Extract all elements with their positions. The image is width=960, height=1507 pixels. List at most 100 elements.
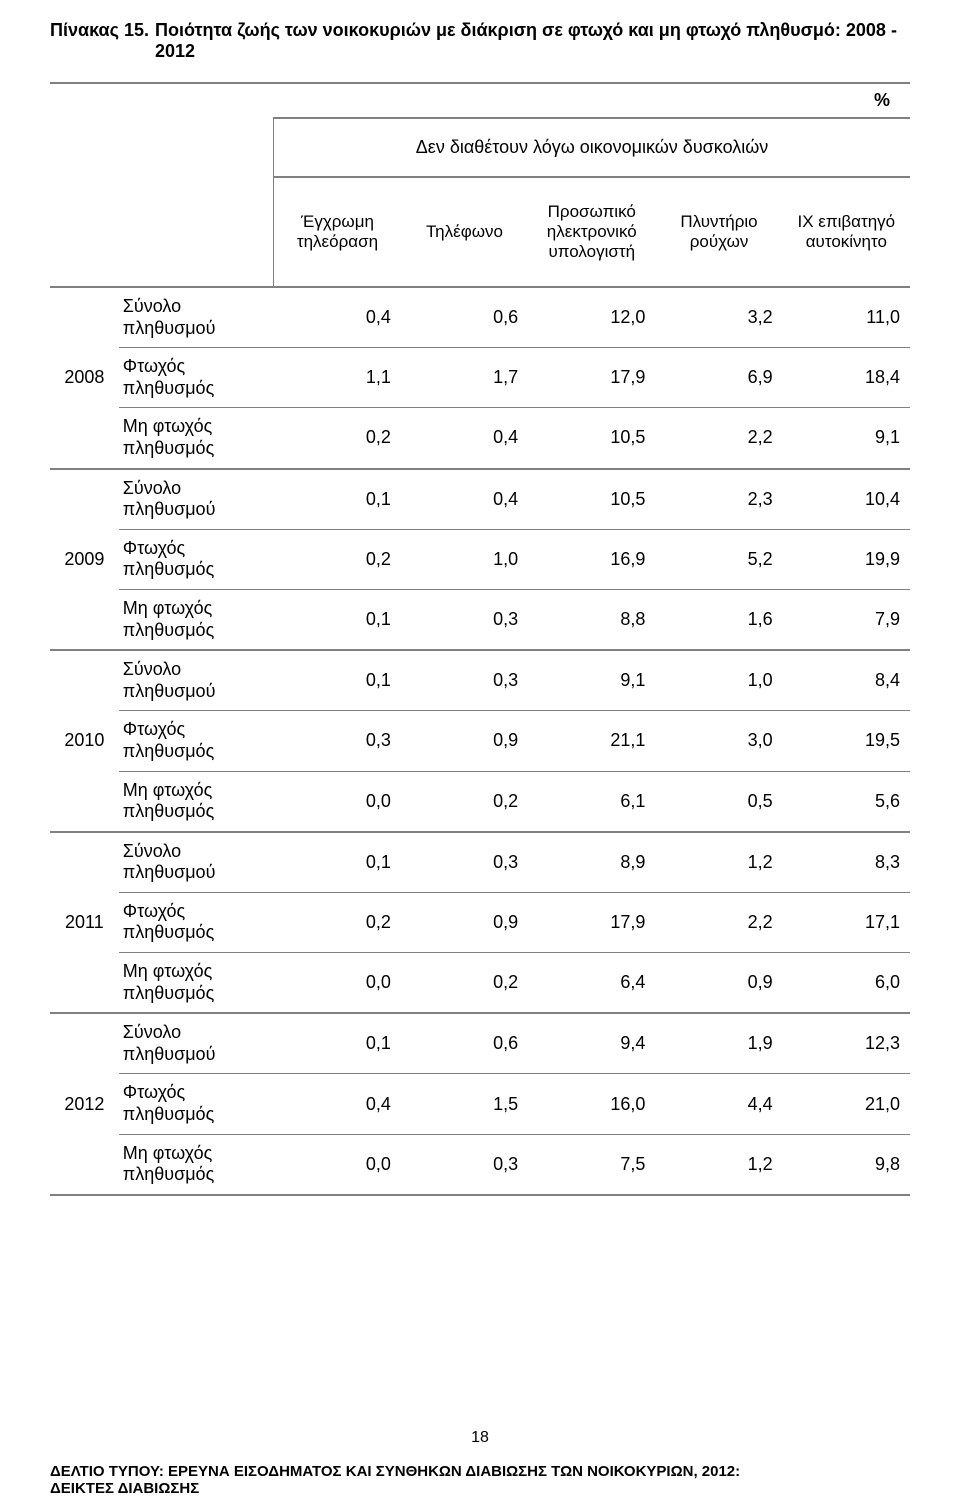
data-cell: 0,3 [401,650,528,711]
row-label: Μη φτωχός πληθυσμός [119,771,274,832]
table-row: 2011Σύνολο πληθυσμού0,10,38,91,28,3 [50,832,910,893]
data-cell: 12,0 [528,287,655,348]
data-cell: 0,3 [274,711,401,771]
row-label: Σύνολο πληθυσμού [119,469,274,530]
data-cell: 0,0 [274,953,401,1014]
data-cell: 0,2 [274,892,401,952]
row-label: Φτωχός πληθυσμός [119,348,274,408]
data-cell: 7,9 [783,589,910,650]
data-cell: 1,1 [274,348,401,408]
table-row: 2010Σύνολο πληθυσμού0,10,39,11,08,4 [50,650,910,711]
data-cell: 0,3 [401,589,528,650]
subheader-row: Δεν διαθέτουν λόγω οικονομικών δυσκολιών [50,118,910,177]
footer-line-2: ΔΕΙΚΤΕΣ ΔΙΑΒΙΩΣΗΣ [50,1480,740,1497]
data-cell: 8,9 [528,832,655,893]
data-cell: 19,5 [783,711,910,771]
column-header-row: Έγχρωμη τηλεόραση Τηλέφωνο Προσωπικό ηλε… [50,177,910,287]
data-cell: 2,2 [655,408,782,469]
page: Πίνακας 15. Ποιότητα ζωής των νοικοκυριώ… [0,0,960,1507]
table-row: Μη φτωχός πληθυσμός0,00,26,40,96,0 [50,953,910,1014]
data-cell: 7,5 [528,1134,655,1195]
data-cell: 1,0 [401,529,528,589]
data-cell: 3,2 [655,287,782,348]
row-label: Φτωχός πληθυσμός [119,711,274,771]
row-label: Μη φτωχός πληθυσμός [119,953,274,1014]
row-label: Μη φτωχός πληθυσμός [119,408,274,469]
year-cell: 2012 [50,1013,119,1195]
data-cell: 1,2 [655,1134,782,1195]
col-header-car: ΙΧ επιβατηγό αυτοκίνητο [783,177,910,287]
data-cell: 18,4 [783,348,910,408]
page-number: 18 [0,1429,960,1447]
col-header-tv: Έγχρωμη τηλεόραση [274,177,401,287]
table-row: Μη φτωχός πληθυσμός0,00,37,51,29,8 [50,1134,910,1195]
data-cell: 0,1 [274,589,401,650]
data-cell: 5,6 [783,771,910,832]
footer: ΔΕΛΤΙΟ ΤΥΠΟΥ: ΕΡΕΥΝΑ ΕΙΣΟΔΗΜΑΤΟΣ ΚΑΙ ΣΥΝ… [50,1463,740,1497]
table-row: Φτωχός πληθυσμός1,11,717,96,918,4 [50,348,910,408]
data-cell: 0,2 [274,529,401,589]
data-cell: 8,3 [783,832,910,893]
row-label: Φτωχός πληθυσμός [119,892,274,952]
title-text: Ποιότητα ζωής των νοικοκυριών με διάκρισ… [155,20,910,62]
data-cell: 6,0 [783,953,910,1014]
col-header-pc: Προσωπικό ηλεκτρονικό υπολογιστή [528,177,655,287]
title-prefix: Πίνακας 15. [50,20,155,62]
data-cell: 0,4 [401,469,528,530]
data-cell: 0,6 [401,287,528,348]
data-cell: 3,0 [655,711,782,771]
data-cell: 16,0 [528,1074,655,1134]
data-cell: 21,1 [528,711,655,771]
data-cell: 11,0 [783,287,910,348]
year-cell: 2011 [50,832,119,1014]
data-cell: 10,5 [528,408,655,469]
footer-line-1: ΔΕΛΤΙΟ ΤΥΠΟΥ: ΕΡΕΥΝΑ ΕΙΣΟΔΗΜΑΤΟΣ ΚΑΙ ΣΥΝ… [50,1463,740,1480]
data-cell: 0,1 [274,650,401,711]
data-cell: 0,9 [401,711,528,771]
subheader-text: Δεν διαθέτουν λόγω οικονομικών δυσκολιών [416,137,769,157]
data-cell: 0,3 [401,1134,528,1195]
data-cell: 0,1 [274,469,401,530]
row-label: Σύνολο πληθυσμού [119,650,274,711]
data-cell: 10,4 [783,469,910,530]
data-cell: 4,4 [655,1074,782,1134]
data-cell: 1,9 [655,1013,782,1074]
table-row: 2009Σύνολο πληθυσμού0,10,410,52,310,4 [50,469,910,530]
year-cell: 2009 [50,469,119,651]
data-cell: 0,6 [401,1013,528,1074]
table-row: Μη φτωχός πληθυσμός0,00,26,10,55,6 [50,771,910,832]
data-cell: 19,9 [783,529,910,589]
row-label: Μη φτωχός πληθυσμός [119,589,274,650]
percent-row: % [50,82,910,118]
table-row: Φτωχός πληθυσμός0,30,921,13,019,5 [50,711,910,771]
table-title: Πίνακας 15. Ποιότητα ζωής των νοικοκυριώ… [50,20,910,62]
data-cell: 9,4 [528,1013,655,1074]
col-header-washer: Πλυντήριο ρούχων [655,177,782,287]
data-cell: 0,2 [274,408,401,469]
data-cell: 8,8 [528,589,655,650]
data-cell: 12,3 [783,1013,910,1074]
table-row: 2008Σύνολο πληθυσμού0,40,612,03,211,0 [50,287,910,348]
data-cell: 0,1 [274,832,401,893]
data-cell: 9,1 [783,408,910,469]
data-cell: 6,1 [528,771,655,832]
data-cell: 0,1 [274,1013,401,1074]
data-cell: 8,4 [783,650,910,711]
data-cell: 0,9 [655,953,782,1014]
data-cell: 1,5 [401,1074,528,1134]
row-label: Φτωχός πληθυσμός [119,1074,274,1134]
row-label: Φτωχός πληθυσμός [119,529,274,589]
data-cell: 17,1 [783,892,910,952]
data-cell: 21,0 [783,1074,910,1134]
year-cell: 2010 [50,650,119,832]
data-cell: 0,2 [401,953,528,1014]
row-label: Σύνολο πληθυσμού [119,1013,274,1074]
table-row: Φτωχός πληθυσμός0,21,016,95,219,9 [50,529,910,589]
table-row: Φτωχός πληθυσμός0,41,516,04,421,0 [50,1074,910,1134]
data-cell: 1,2 [655,832,782,893]
data-cell: 9,1 [528,650,655,711]
data-cell: 0,4 [401,408,528,469]
col-header-phone: Τηλέφωνο [401,177,528,287]
data-cell: 0,2 [401,771,528,832]
data-table: % Δεν διαθέτουν λόγω οικονομικών δυσκολι… [50,82,910,1196]
